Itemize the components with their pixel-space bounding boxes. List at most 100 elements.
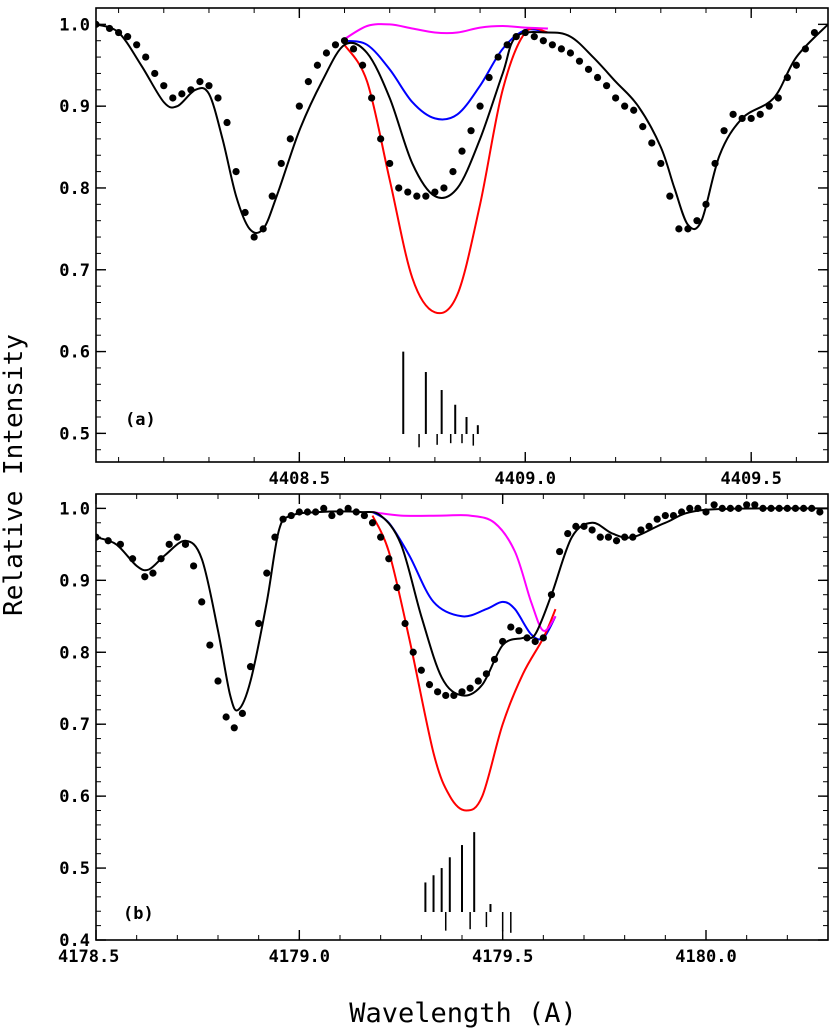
observed-point — [431, 188, 439, 196]
observed-point — [467, 127, 475, 135]
observed-point — [547, 591, 556, 599]
observed-point — [494, 53, 502, 61]
observed-point — [141, 573, 149, 581]
observed-point — [440, 184, 448, 192]
observed-point — [801, 45, 810, 53]
observed-point — [413, 192, 421, 200]
observed-point — [263, 569, 271, 577]
observed-point — [295, 102, 303, 110]
series-line-model — [343, 27, 549, 315]
x-axis-label: Wavelength (A) — [349, 998, 577, 1029]
observed-point — [783, 73, 791, 82]
observed-point — [114, 28, 123, 37]
observed-point — [425, 681, 434, 689]
y-tick-label: 0.6 — [59, 787, 90, 807]
observed-point — [512, 33, 520, 41]
plot-frame — [95, 7, 829, 463]
observed-point — [271, 533, 279, 541]
observed-point — [669, 511, 678, 520]
observed-point — [657, 159, 665, 168]
x-tick-label: 4179.5 — [472, 947, 533, 967]
observed-point — [196, 78, 204, 86]
observed-point — [401, 619, 409, 628]
observed-point — [250, 233, 258, 241]
observed-point — [206, 641, 214, 649]
observed-point — [800, 504, 808, 512]
series-line-fit — [96, 507, 828, 712]
observed-point — [133, 41, 141, 49]
plot-area — [96, 20, 828, 448]
series-line-model — [344, 28, 549, 121]
observed-point — [214, 677, 222, 685]
observed-point — [277, 159, 285, 168]
y-tick-label: 1.0 — [59, 15, 90, 35]
observed-point — [630, 106, 638, 114]
observed-point — [169, 94, 177, 102]
observed-point — [580, 522, 588, 530]
x-tick-label: 4179.0 — [269, 947, 330, 967]
observed-point — [386, 159, 394, 168]
observed-point — [238, 709, 246, 718]
observed-point — [702, 200, 710, 208]
observed-point — [710, 501, 718, 509]
observed-point — [358, 61, 367, 69]
observed-point — [765, 102, 773, 110]
y-axis-label: Relative Intensity — [0, 334, 29, 616]
observed-point — [344, 504, 352, 512]
observed-point — [222, 713, 230, 721]
observed-point — [349, 45, 358, 53]
observed-point — [279, 515, 287, 523]
observed-point — [648, 139, 656, 147]
observed-point — [661, 511, 669, 520]
observed-point — [629, 533, 637, 541]
y-tick-label: 0.8 — [59, 643, 90, 663]
observed-point — [743, 501, 751, 509]
observed-point — [151, 69, 159, 78]
observed-point — [564, 529, 572, 538]
observed-point — [417, 666, 425, 674]
observed-point — [747, 114, 755, 123]
observed-point — [268, 192, 276, 200]
observed-point — [639, 123, 647, 131]
observed-point — [232, 168, 240, 176]
x-tick-label: 4409.0 — [495, 469, 556, 489]
panel-a: 0.5 0.6 0.7 0.8 0.9 1.0 4408.5 4409.0 4409.5 (a) — [59, 7, 829, 489]
y-tick-label: 0.7 — [59, 715, 90, 735]
observed-point — [738, 114, 746, 123]
observed-point — [566, 49, 575, 57]
observed-point — [539, 634, 547, 642]
observed-point — [783, 504, 791, 512]
observed-point — [313, 61, 322, 69]
observed-point — [588, 526, 596, 534]
observed-point — [612, 94, 620, 102]
observed-point — [575, 57, 584, 65]
observed-point — [593, 73, 602, 82]
observed-point — [157, 555, 165, 563]
observed-point — [442, 691, 450, 700]
y-tick-label: 0.9 — [59, 571, 90, 591]
observed-point — [385, 555, 393, 563]
observed-point — [142, 53, 150, 61]
observed-point — [393, 583, 401, 592]
observed-point — [720, 127, 728, 135]
y-tick-label: 0.4 — [59, 931, 90, 951]
observed-point — [729, 110, 737, 118]
observed-point — [360, 511, 368, 520]
observed-point — [759, 504, 767, 512]
observed-point — [255, 619, 263, 628]
observed-point — [320, 504, 328, 512]
observed-point — [336, 508, 344, 516]
observed-point — [181, 540, 190, 548]
observed-point — [187, 86, 195, 94]
observed-point — [596, 533, 604, 541]
observed-point — [808, 504, 816, 512]
observed-point — [791, 504, 800, 512]
x-tick-label: 4409.5 — [720, 469, 781, 489]
observed-point — [751, 501, 759, 509]
observed-point — [466, 684, 474, 692]
series-line-model — [372, 511, 557, 632]
observed-point — [116, 540, 124, 548]
observed-point — [684, 225, 692, 233]
observed-point — [104, 537, 112, 545]
observed-point — [515, 627, 523, 635]
